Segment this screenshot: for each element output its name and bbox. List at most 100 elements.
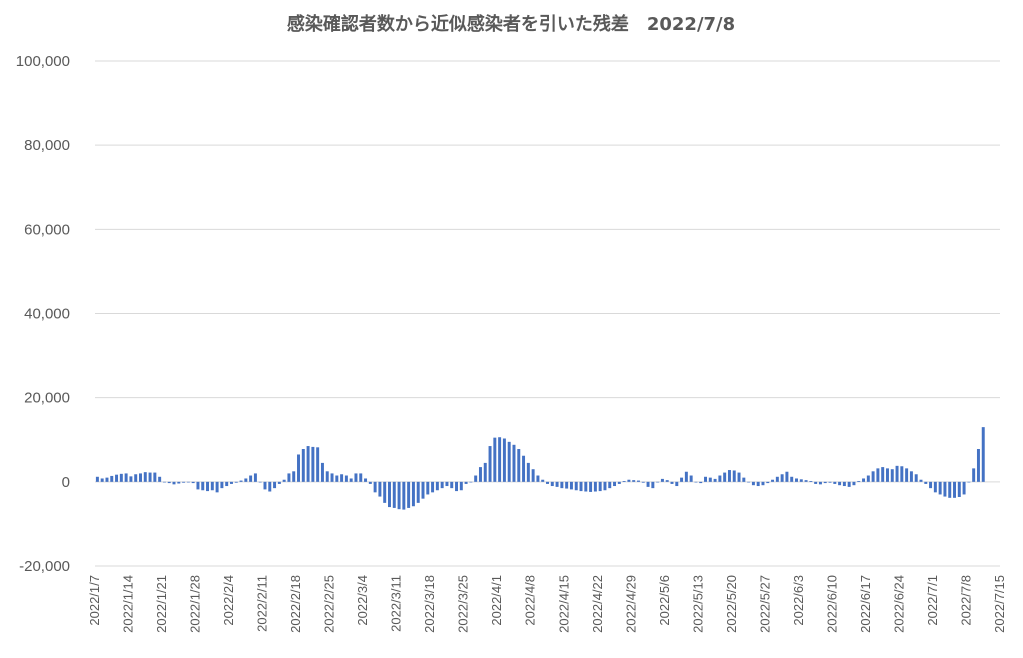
bar (957, 481, 961, 497)
bar (766, 481, 770, 484)
bar (976, 449, 980, 482)
bar (785, 471, 789, 482)
bar (632, 480, 636, 482)
bar (229, 481, 233, 484)
x-tick-label: 2022/2/18 (288, 575, 303, 633)
bar (550, 481, 554, 487)
y-tick-label: 20,000 (24, 390, 70, 407)
bar (589, 481, 593, 492)
bar (895, 465, 899, 482)
bar (388, 481, 391, 508)
bar (967, 481, 971, 483)
bar (742, 477, 746, 482)
bar (344, 475, 348, 482)
bar (124, 473, 128, 482)
bar (689, 475, 693, 482)
bar (919, 479, 923, 482)
x-tick-label: 2022/3/11 (389, 575, 404, 632)
bar (608, 481, 612, 489)
bar (306, 446, 310, 482)
bar (239, 480, 243, 482)
x-tick-label: 2022/5/27 (757, 575, 772, 633)
bar (206, 481, 210, 492)
chart-title: 感染確認者数から近似感染者を引いた残差 2022/7/8 (287, 13, 735, 35)
bar (780, 474, 784, 482)
bar (546, 481, 549, 484)
y-tick-label: 60,000 (24, 221, 70, 238)
bar (560, 481, 564, 489)
bar (282, 479, 286, 482)
bar (435, 481, 439, 491)
bar (526, 462, 530, 482)
bar (110, 475, 114, 482)
bar (771, 479, 775, 482)
x-tick-label: 2022/1/21 (154, 575, 169, 633)
bar (943, 481, 947, 497)
bar (201, 481, 205, 491)
bar (316, 447, 320, 482)
bar (842, 481, 846, 487)
bar (335, 475, 339, 482)
bar (234, 481, 238, 483)
bar (119, 473, 123, 482)
bar (397, 481, 401, 510)
x-tick-label: 2022/2/4 (221, 575, 236, 626)
bar (292, 471, 296, 482)
bar (349, 478, 353, 482)
bar (862, 478, 866, 482)
bar (210, 481, 214, 491)
bar (636, 480, 640, 482)
bar (641, 481, 645, 483)
x-tick-label: 2022/1/14 (121, 575, 136, 633)
bar (162, 481, 166, 483)
x-tick-label: 2022/3/25 (456, 575, 471, 633)
bar (866, 475, 870, 482)
bar (153, 472, 157, 482)
x-tick-label: 2022/1/7 (87, 575, 102, 626)
bar (411, 481, 415, 507)
bar (924, 481, 928, 484)
bar (852, 481, 856, 486)
x-tick-label: 2022/7/1 (925, 575, 940, 626)
bar (953, 481, 956, 498)
bar (627, 479, 631, 482)
x-tick-label: 2022/6/24 (891, 575, 906, 633)
bar (847, 481, 851, 487)
bar (445, 481, 449, 487)
bar (407, 481, 411, 508)
bar (402, 481, 406, 510)
bar (143, 472, 147, 482)
bar (421, 481, 425, 499)
x-tick-label: 2022/4/15 (556, 575, 571, 633)
bar (905, 468, 909, 482)
bar (603, 481, 607, 491)
bar (694, 481, 698, 483)
bar (646, 481, 650, 487)
bar (670, 481, 674, 484)
y-tick-label: -20,000 (19, 558, 70, 575)
x-tick-label: 2022/7/15 (992, 575, 1007, 633)
bar (881, 467, 885, 482)
bar (182, 481, 186, 483)
bar (713, 478, 717, 482)
bar (876, 468, 880, 482)
bar (139, 473, 142, 482)
y-axis-ticks: -20,000 0 20,000 40,000 60,000 80,000 100,000 (16, 53, 70, 575)
bar (105, 477, 109, 482)
bar (675, 481, 679, 487)
bar (660, 478, 664, 482)
bar (704, 476, 707, 482)
bar (148, 472, 152, 482)
bar (364, 478, 368, 482)
bar (129, 476, 133, 482)
bar (929, 481, 933, 489)
bar (268, 481, 272, 492)
bar (186, 481, 190, 483)
bar (249, 475, 253, 482)
bar (172, 481, 176, 485)
bar (756, 481, 760, 487)
bar (593, 481, 597, 492)
bar (416, 481, 420, 503)
bar (909, 471, 913, 482)
bars (95, 427, 985, 510)
